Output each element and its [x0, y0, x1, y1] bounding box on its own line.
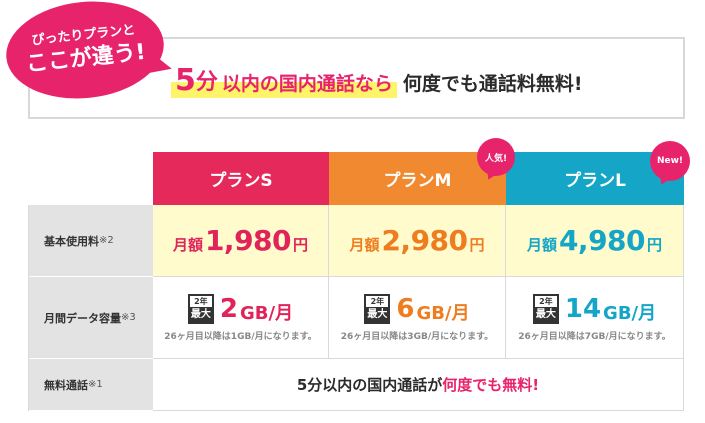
monthly-label: 月額 — [349, 236, 380, 254]
plan-header-s: プランS — [153, 152, 329, 205]
basic-fee-note: ※2 — [99, 235, 114, 246]
new-badge: New! — [650, 141, 690, 181]
yen-label: 円 — [469, 236, 485, 254]
max-badge: 2年 最大 — [364, 294, 391, 324]
headline-dark-text: 何度でも通話料無料! — [402, 73, 583, 95]
data-note-text: 26ヶ月目以降は1GB/月になります。 — [164, 332, 317, 342]
headline-highlight: 5 分 以内の国内通話なら — [171, 63, 397, 98]
data-main: 2年 最大 2 GB/月 — [187, 293, 294, 325]
data-note-text: 26ヶ月目以降は3GB/月になります。 — [340, 332, 494, 342]
data-unit: GB/月 — [240, 303, 294, 324]
data-main: 2年 最大 14 GB/月 — [532, 293, 657, 325]
max-badge: 2年 最大 — [532, 294, 559, 324]
basic-fee-label: 基本使用料 — [44, 234, 99, 248]
max-badge-top: 2年 — [366, 296, 389, 307]
headline-pink-text: 以内の国内通話なら — [221, 73, 393, 95]
price-cell-s: 月額 1,980 円 — [153, 205, 329, 277]
headline-five: 5 — [175, 63, 196, 98]
headline-minute: 分 — [195, 70, 218, 95]
max-badge-bottom: 最大 — [189, 307, 212, 322]
data-unit: GB/月 — [603, 303, 657, 324]
data-amount: 14 — [564, 294, 602, 324]
data-cell-m: 2年 最大 6 GB/月 26ヶ月目以降は3GB/月になります。 — [329, 277, 506, 359]
yen-label: 円 — [293, 236, 309, 254]
free-call-highlight: 何度でも無料! — [442, 376, 540, 394]
data-unit: GB/月 — [416, 303, 470, 324]
yen-label: 円 — [647, 236, 663, 254]
max-badge: 2年 最大 — [187, 294, 214, 324]
price-value: 4,980 — [558, 224, 646, 257]
monthly-label: 月額 — [172, 236, 203, 254]
data-amount: 6 — [396, 294, 415, 324]
popular-badge: 人気! — [477, 138, 515, 176]
max-badge-top: 2年 — [189, 296, 212, 307]
data-label: 月間データ容量 — [44, 311, 121, 325]
free-call-note: ※1 — [88, 379, 103, 390]
max-badge-bottom: 最大 — [534, 307, 557, 322]
row-label-basic-fee: 基本使用料 ※2 — [28, 205, 153, 277]
max-badge-bottom: 最大 — [366, 307, 389, 322]
data-note-text: 26ヶ月目以降は7GB/月になります。 — [518, 332, 671, 342]
free-call-cell: 5分以内の国内通話が 何度でも無料! — [153, 359, 684, 411]
price-value: 2,980 — [381, 224, 468, 257]
max-badge-top: 2年 — [534, 296, 557, 307]
row-label-free-call: 無料通話 ※1 — [28, 359, 153, 411]
data-amount: 2 — [219, 294, 238, 324]
free-call-text: 5分以内の国内通話が — [296, 376, 443, 394]
price-cell-m: 月額 2,980 円 — [329, 205, 506, 277]
price-cell-l: 月額 4,980 円 — [506, 205, 684, 277]
data-cell-l: 2年 最大 14 GB/月 26ヶ月目以降は7GB/月になります。 — [506, 277, 684, 359]
row-label-data: 月間データ容量 ※3 — [28, 277, 153, 359]
banner-headline: 5 分 以内の国内通話なら 何度でも通話料無料! — [171, 58, 583, 98]
monthly-label: 月額 — [526, 236, 557, 254]
price-value: 1,980 — [204, 224, 292, 257]
data-main: 2年 最大 6 GB/月 — [364, 293, 470, 325]
free-call-label: 無料通話 — [44, 378, 88, 392]
data-cell-s: 2年 最大 2 GB/月 26ヶ月目以降は1GB/月になります。 — [153, 277, 329, 359]
data-note: ※3 — [121, 312, 136, 323]
